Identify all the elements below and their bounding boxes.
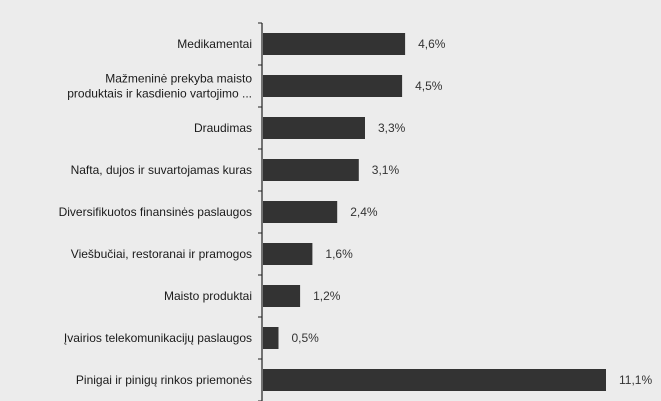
value-label: 11,1%	[619, 373, 652, 387]
bar	[263, 369, 606, 391]
category-label-line: Maisto produktai	[164, 289, 252, 303]
value-label: 4,6%	[418, 37, 446, 51]
category-labels-group: Medikamentai Mažmeninė prekyba maisto prod…	[59, 37, 253, 387]
value-label: 2,4%	[350, 205, 378, 219]
category-label: Medikamentai	[177, 37, 252, 51]
category-label: Viešbučiai, restoranai ir pramogos	[71, 247, 252, 261]
value-label: 3,3%	[378, 121, 406, 135]
bars-group	[263, 33, 606, 391]
category-label-line: Diversifikuotos finansinės paslaugos	[59, 205, 252, 219]
category-label: Pinigai ir pinigų rinkos priemonės	[76, 373, 252, 387]
category-label-line: Medikamentai	[177, 37, 252, 51]
bar	[263, 327, 279, 349]
category-label-line: Mažmeninė prekyba maisto	[105, 72, 252, 86]
value-label: 0,5%	[292, 331, 320, 345]
category-label: Diversifikuotos finansinės paslaugos	[59, 205, 252, 219]
bar	[263, 33, 406, 55]
category-label-line: Nafta, dujos ir suvartojamas kuras	[71, 163, 252, 177]
category-label: Draudimas	[194, 121, 252, 135]
category-label-line: produktais ir kasdienio vartojimo ...	[67, 87, 252, 101]
value-label: 3,1%	[372, 163, 400, 177]
category-label-line: Viešbučiai, restoranai ir pramogos	[71, 247, 252, 261]
bar	[263, 117, 365, 139]
bar	[263, 243, 313, 265]
category-label-line: Draudimas	[194, 121, 252, 135]
value-label: 4,5%	[415, 79, 443, 93]
bar	[263, 75, 403, 97]
category-label: Mažmeninė prekyba maisto produktais ir ka…	[67, 72, 252, 101]
category-label-line: Įvairios telekomunikacijų paslaugos	[64, 331, 252, 345]
value-labels-group: 4,6% 4,5% 3,3% 3,1% 2,4% 1,6% 1,2% 0,5% 11,1%	[292, 37, 653, 387]
category-label: Įvairios telekomunikacijų paslaugos	[64, 331, 252, 345]
category-label-line: Pinigai ir pinigų rinkos priemonės	[76, 373, 252, 387]
bar	[263, 201, 338, 223]
value-label: 1,2%	[313, 289, 341, 303]
value-label: 1,6%	[325, 247, 353, 261]
category-axis	[258, 22, 263, 401]
bar	[263, 285, 301, 307]
bar	[263, 159, 359, 181]
category-label: Maisto produktai	[164, 289, 252, 303]
category-label: Nafta, dujos ir suvartojamas kuras	[71, 163, 252, 177]
